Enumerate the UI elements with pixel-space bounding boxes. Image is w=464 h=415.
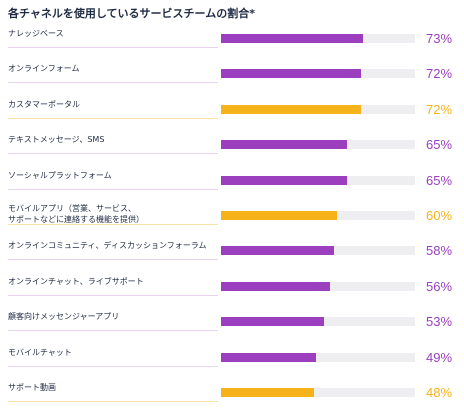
category-underline [8,401,218,402]
category-label: モバイルアプリ（営業、サービス、 サポートなどに連絡する機能を提供） [8,204,144,224]
bar-track [221,69,415,79]
category-label: オンラインチャット、ライブサポート [8,276,144,286]
bar [221,69,361,79]
chart-row: 顧客向けメッセンジャーアプリ 53% [0,310,464,344]
category-label: モバイルチャット [8,347,72,357]
category-underline [8,47,218,48]
category-underline [8,294,218,296]
category-label: カスタマーポータル [8,99,80,109]
value-label: 48% [426,385,453,400]
value-label: 65% [426,172,453,188]
value-label: 72% [426,101,453,117]
bar [221,175,348,185]
chart-row: オンラインフォーム 72% [0,62,464,96]
bar-track [221,352,415,362]
bar-track [221,140,415,150]
bar [221,34,363,43]
value-label: 72% [426,66,453,82]
chart-row: カスタマーポータル 72% [0,98,464,132]
category-label: 顧客向けメッセンジャーアプリ [8,312,120,322]
category-underline [8,330,218,332]
bar [221,388,315,397]
bar-track [221,246,415,256]
bar [221,140,348,150]
category-underline [8,188,218,190]
category-label: オンラインフォーム [8,64,80,74]
value-label: 58% [426,243,453,259]
category-underline [8,153,218,155]
category-label: テキストメッセージ、SMS [8,135,105,145]
value-label: 73% [426,31,453,46]
category-underline [8,224,218,225]
value-label: 53% [426,314,453,330]
bar [221,317,324,327]
chart-row: オンラインチャット、ライブサポート 56% [0,275,464,309]
value-label: 56% [426,278,453,294]
category-underline [8,259,218,261]
category-label: オンラインコミュニティ、ディスカッションフォーラム [8,241,207,251]
bar [221,246,334,256]
bar-track [221,211,415,220]
value-label: 65% [426,137,453,153]
bar-track [221,388,415,397]
category-label: ナレッジベース [8,29,64,38]
bar-track [221,34,415,43]
category-underline [8,117,218,119]
chart-title: 各チャネルを使用しているサービスチームの割合* [8,7,255,20]
bar-track [221,281,415,291]
bar [221,281,330,291]
category-underline [8,365,218,367]
value-label: 60% [426,208,453,223]
category-label: ソーシャルプラットフォーム [8,170,112,180]
bar [221,104,361,114]
bar [221,211,338,220]
bar-track [221,175,415,185]
value-label: 49% [426,349,453,365]
bar-track [221,104,415,114]
bar-track [221,317,415,327]
chart-row: ナレッジベース 73% [0,27,464,61]
chart-row: テキストメッセージ、SMS 65% [0,133,464,167]
category-label: サポート動画 [8,383,56,392]
category-underline [8,82,218,84]
chart-row: モバイルアプリ（営業、サービス、 サポートなどに連絡する機能を提供） 60% [0,204,464,238]
chart-row: サポート動画 48% [0,381,464,415]
bar [221,352,317,362]
chart-row: ソーシャルプラットフォーム 65% [0,169,464,203]
chart-row: オンラインコミュニティ、ディスカッションフォーラム 58% [0,239,464,273]
chart-row: モバイルチャット 49% [0,346,464,380]
